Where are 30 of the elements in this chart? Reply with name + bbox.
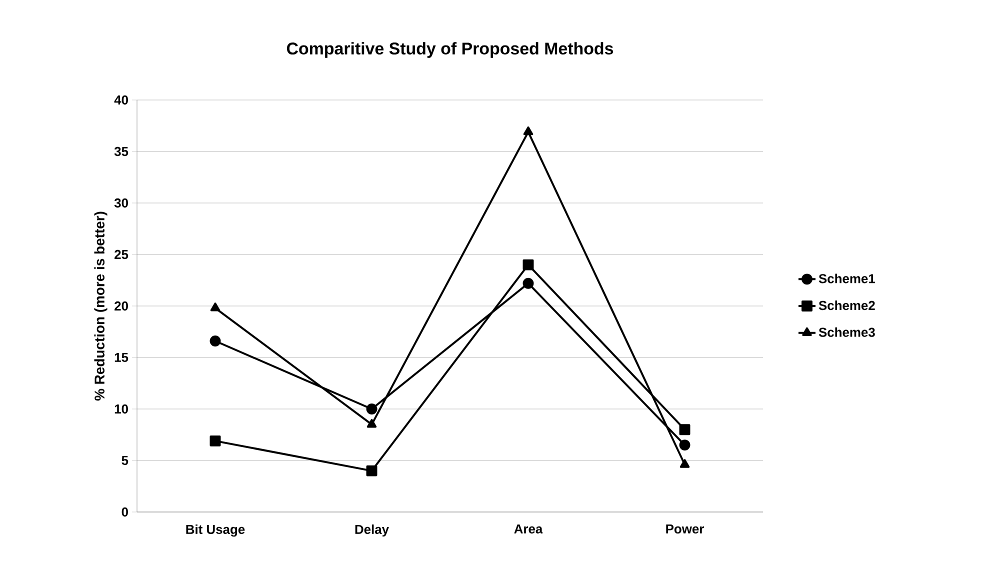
point: [522, 259, 534, 270]
y-tick-label: 25: [114, 250, 128, 260]
y-tick-label: 40: [114, 95, 128, 105]
y-tick-label: 0: [122, 507, 128, 517]
legend-label: Scheme2: [818, 300, 875, 310]
y-tick-label: 10: [114, 404, 128, 414]
y-tick-label: 15: [114, 352, 128, 362]
x-tick-label: Bit Usage: [186, 524, 245, 537]
x-tick-label: Delay: [355, 524, 389, 537]
point: [366, 418, 377, 428]
point: [679, 440, 690, 451]
point: [366, 404, 378, 414]
x-tick-label: Area: [514, 524, 543, 534]
legend-label: Scheme1: [818, 274, 875, 284]
chart-title: Comparitive Study of Proposed Methods: [286, 42, 614, 58]
y-tick-label: 5: [122, 456, 128, 466]
legend-label: Scheme3: [818, 327, 875, 337]
y-tick-label: 35: [114, 146, 128, 156]
point: [366, 465, 378, 476]
point: [210, 336, 221, 346]
point: [522, 278, 534, 289]
y-tick-label: 20: [114, 301, 128, 311]
y-axis-title: % Reduction (more is better): [94, 212, 108, 401]
y-tick-label: 30: [114, 198, 128, 208]
point: [210, 435, 221, 446]
point: [210, 302, 220, 312]
point: [680, 459, 690, 468]
point: [523, 126, 534, 136]
x-tick-label: Power: [666, 524, 704, 534]
point: [679, 424, 690, 436]
